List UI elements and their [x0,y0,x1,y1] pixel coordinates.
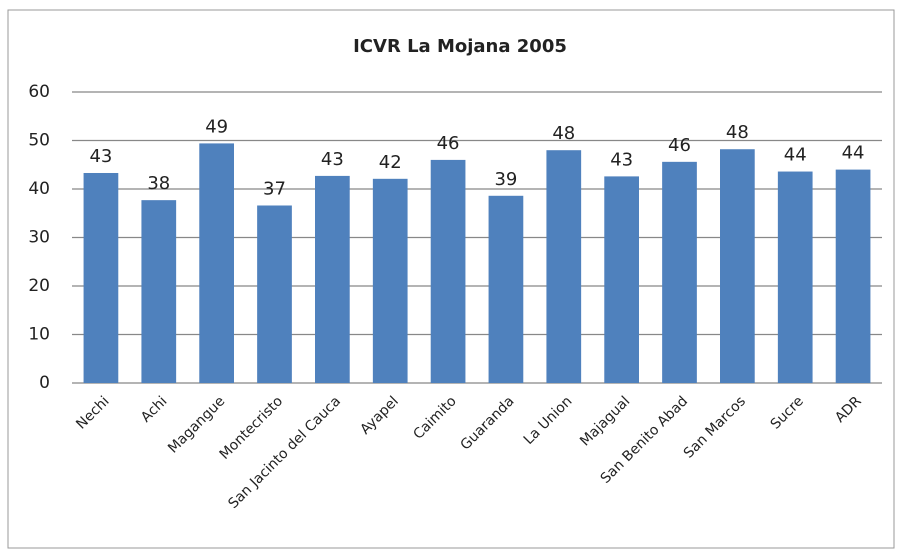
data-label: 42 [379,152,402,173]
y-tick-label: 20 [28,276,50,296]
data-label: 43 [321,149,344,170]
bar [141,200,177,383]
data-label: 44 [842,143,865,164]
bar [315,175,350,383]
y-tick-label: 30 [28,228,50,248]
bar [257,205,292,383]
y-tick-label: 50 [28,131,50,151]
data-label: 44 [784,145,807,166]
y-tick-label: 10 [28,325,50,345]
bar [777,171,813,383]
data-label: 43 [89,146,112,167]
bar [372,178,408,383]
data-label: 46 [668,135,691,156]
y-tick-label: 0 [39,373,50,393]
bar [546,150,582,383]
y-tick-label: 60 [28,82,50,102]
data-label: 37 [263,178,286,199]
bar [83,172,119,383]
y-tick-label: 40 [28,179,50,199]
bar [720,149,755,383]
data-label: 48 [726,122,749,143]
bar [488,195,524,383]
data-label: 46 [437,133,460,154]
data-label: 39 [494,169,517,190]
bar [835,169,871,383]
data-label: 48 [552,123,575,144]
data-label: 38 [147,173,170,194]
chart-title: ICVR La Mojana 2005 [353,36,567,57]
bar [430,159,466,383]
data-label: 43 [610,149,633,170]
bar [199,143,234,383]
bar [662,161,697,383]
data-label: 49 [205,116,228,137]
bar [604,176,639,383]
